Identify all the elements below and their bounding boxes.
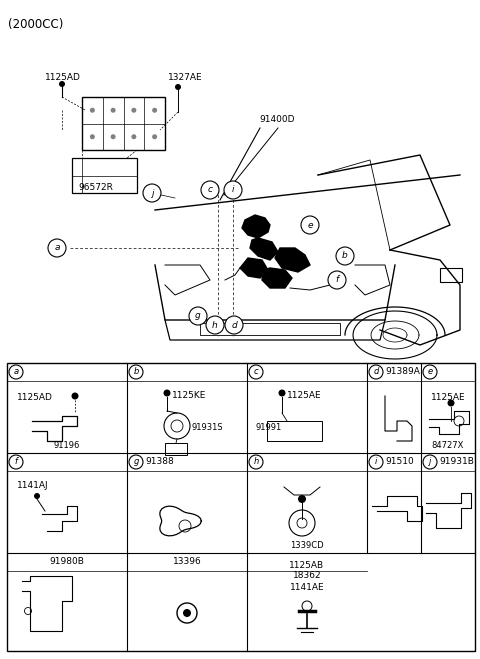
Circle shape <box>90 108 95 113</box>
Text: 91980B: 91980B <box>49 558 84 567</box>
Text: 18362: 18362 <box>293 571 321 581</box>
Text: 13396: 13396 <box>173 558 202 567</box>
Text: b: b <box>342 252 348 260</box>
Text: j: j <box>151 188 153 198</box>
Text: h: h <box>212 320 218 330</box>
Circle shape <box>423 455 437 469</box>
Text: 1125AD: 1125AD <box>17 393 53 402</box>
Circle shape <box>132 108 136 113</box>
Text: 91388: 91388 <box>145 457 174 467</box>
Circle shape <box>278 389 286 397</box>
Polygon shape <box>242 215 270 238</box>
Polygon shape <box>275 248 310 272</box>
Circle shape <box>328 271 346 289</box>
Text: 91931S: 91931S <box>192 424 224 432</box>
Circle shape <box>9 365 23 379</box>
Text: 1141AE: 1141AE <box>290 583 324 592</box>
Circle shape <box>423 365 437 379</box>
Text: h: h <box>253 457 259 467</box>
Text: d: d <box>373 368 379 376</box>
Circle shape <box>301 216 319 234</box>
Text: c: c <box>254 368 258 376</box>
Circle shape <box>143 184 161 202</box>
Text: g: g <box>195 312 201 320</box>
Text: 96572R: 96572R <box>78 183 113 192</box>
Circle shape <box>152 134 157 139</box>
Text: c: c <box>207 185 213 194</box>
Text: 91931B: 91931B <box>439 457 474 467</box>
Circle shape <box>447 399 455 407</box>
Circle shape <box>34 493 40 499</box>
Text: 1125AB: 1125AB <box>289 561 324 569</box>
Circle shape <box>129 455 143 469</box>
Text: i: i <box>375 457 377 467</box>
Text: f: f <box>14 457 17 467</box>
Text: e: e <box>427 368 432 376</box>
Text: 84727X: 84727X <box>432 440 464 449</box>
Text: 1125AE: 1125AE <box>287 391 322 399</box>
Circle shape <box>225 316 243 334</box>
Text: 91510: 91510 <box>385 457 414 467</box>
Text: 1125AD: 1125AD <box>45 74 81 82</box>
Circle shape <box>48 239 66 257</box>
Text: 1125AE: 1125AE <box>431 393 466 402</box>
Circle shape <box>298 495 306 503</box>
Text: 1141AJ: 1141AJ <box>17 481 48 490</box>
Circle shape <box>183 609 191 617</box>
Circle shape <box>249 455 263 469</box>
Text: 1125KE: 1125KE <box>172 391 206 399</box>
Circle shape <box>249 365 263 379</box>
Circle shape <box>201 181 219 199</box>
Circle shape <box>369 365 383 379</box>
Text: a: a <box>13 368 19 376</box>
Polygon shape <box>262 268 292 288</box>
Text: 91196: 91196 <box>54 440 80 449</box>
Text: e: e <box>307 221 313 229</box>
Text: 1327AE: 1327AE <box>168 74 203 82</box>
Polygon shape <box>250 238 278 260</box>
Circle shape <box>336 247 354 265</box>
Text: f: f <box>336 275 338 285</box>
Circle shape <box>132 134 136 139</box>
Circle shape <box>110 108 116 113</box>
Circle shape <box>189 307 207 325</box>
Polygon shape <box>240 258 268 278</box>
Circle shape <box>164 389 170 397</box>
Circle shape <box>90 134 95 139</box>
Text: b: b <box>133 368 139 376</box>
Circle shape <box>224 181 242 199</box>
Text: j: j <box>429 457 431 467</box>
Circle shape <box>206 316 224 334</box>
Circle shape <box>129 365 143 379</box>
Circle shape <box>59 81 65 87</box>
Text: g: g <box>133 457 139 467</box>
Text: a: a <box>54 243 60 252</box>
Circle shape <box>175 84 181 90</box>
Circle shape <box>110 134 116 139</box>
Text: 91400D: 91400D <box>259 115 295 125</box>
Circle shape <box>369 455 383 469</box>
Text: 1339CD: 1339CD <box>290 540 324 550</box>
Circle shape <box>9 455 23 469</box>
Circle shape <box>152 108 157 113</box>
Circle shape <box>72 393 79 399</box>
Text: 91389A: 91389A <box>385 368 420 376</box>
Text: i: i <box>232 185 234 194</box>
Text: d: d <box>231 320 237 330</box>
Text: 91991: 91991 <box>255 422 281 432</box>
Text: (2000CC): (2000CC) <box>8 18 63 31</box>
